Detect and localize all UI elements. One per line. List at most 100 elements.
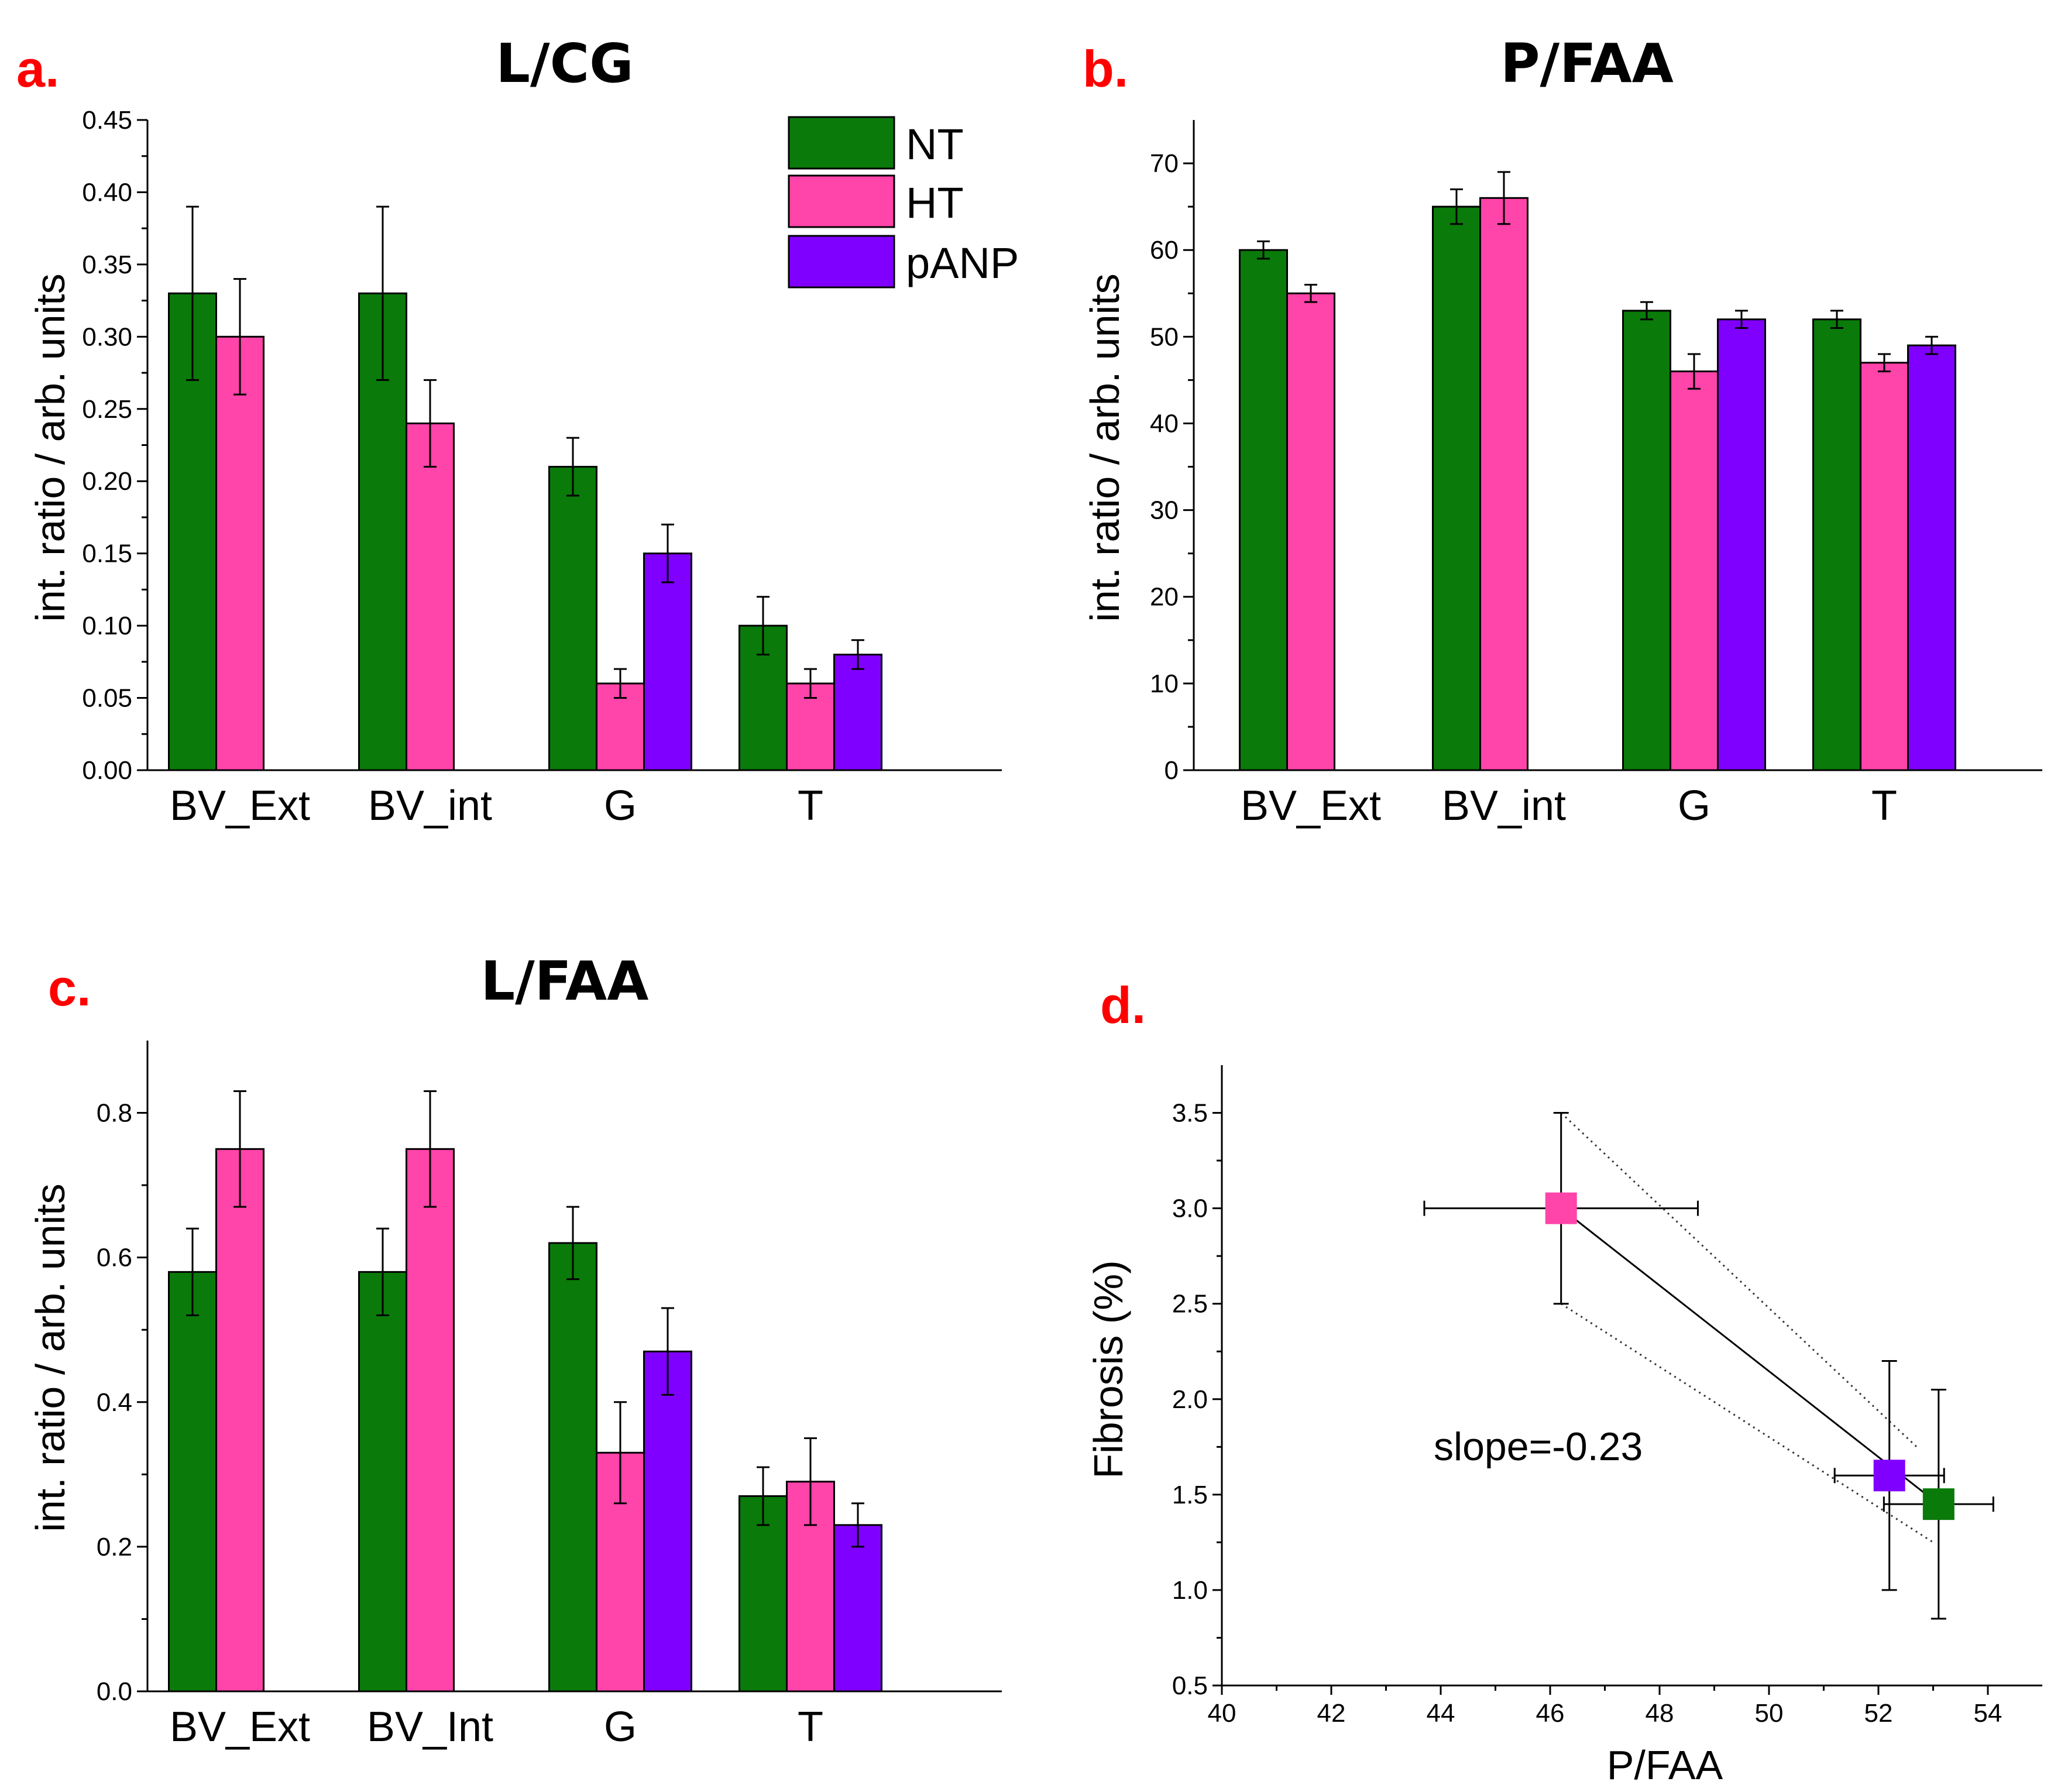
bar-panp (833, 653, 882, 771)
y-tick-label: 0.2 (97, 1533, 132, 1561)
point-nt (1922, 1488, 1954, 1520)
legend-label-ht: HT (906, 178, 964, 227)
y-tick-label: 60 (1150, 236, 1179, 265)
y-tick-label: 40 (1150, 409, 1179, 438)
y-tick-label: 3.5 (1172, 1099, 1208, 1128)
category-label: T (798, 1704, 823, 1750)
bar-ht (406, 422, 455, 771)
panel-d-slope-annotation: slope=-0.23 (1434, 1424, 1643, 1469)
category-label: BV_Int (367, 1704, 493, 1750)
bar-ht (215, 1148, 265, 1693)
x-tick-label: 48 (1646, 1699, 1674, 1728)
x-tick-label: 50 (1755, 1699, 1784, 1728)
y-tick-label: 0.4 (97, 1388, 132, 1417)
panel-c-chart: c. L/FAA int. ratio / arb. units 0.0 0.2 0… (28, 950, 1002, 1750)
y-tick-label: 20 (1150, 583, 1179, 612)
panel-b-title: P/FAA (1500, 32, 1674, 95)
bar-panp (833, 1524, 882, 1693)
category-label: T (1871, 782, 1897, 829)
bar-nt (1622, 310, 1671, 771)
category-label: BV_int (1442, 782, 1566, 829)
bar-ht (1286, 292, 1335, 771)
y-tick-label: 0.15 (82, 540, 132, 568)
panel-a-chart: a. L/CG int. ratio / arb. units 0.00 0.05… (16, 32, 1019, 829)
panel-d-xlabel: P/FAA (1607, 1742, 1723, 1788)
bar-panp (643, 1350, 692, 1693)
category-label: BV_int (368, 782, 492, 829)
bar-nt (548, 1242, 597, 1693)
panel-c-letter: c. (48, 959, 91, 1017)
x-tick-label: 44 (1427, 1699, 1455, 1728)
x-tick-label: 54 (1974, 1699, 2002, 1728)
panel-a-letter: a. (16, 40, 59, 98)
bar-panp (1907, 344, 1956, 771)
bar-ht (1479, 197, 1528, 771)
y-tick-label: 0.00 (82, 756, 132, 785)
y-tick-label: 0.0 (97, 1677, 132, 1706)
bar-ht (1860, 362, 1909, 771)
category-label: BV_Ext (170, 1704, 310, 1750)
x-tick-label: 40 (1208, 1699, 1236, 1728)
y-tick-label: 0.5 (1172, 1671, 1208, 1700)
legend-swatch-panp (788, 235, 895, 289)
bar-ht (1670, 370, 1719, 771)
panel-a-title: L/CG (496, 32, 633, 95)
bar-nt (1812, 318, 1861, 771)
bar-panp (1717, 318, 1766, 771)
panel-a-ylabel: int. ratio / arb. units (28, 273, 73, 622)
legend-label-panp: pANP (906, 239, 1019, 287)
category-label: G (1678, 782, 1710, 829)
x-tick-label: 46 (1536, 1699, 1565, 1728)
y-tick-label: 2.0 (1172, 1385, 1208, 1414)
panel-c-title: L/FAA (481, 950, 649, 1012)
y-tick-label: 0.40 (82, 178, 132, 207)
bar-nt (1432, 205, 1481, 771)
category-label: G (604, 1704, 637, 1750)
y-tick-label: 0.45 (82, 106, 132, 135)
point-ht (1545, 1192, 1577, 1224)
legend-label-nt: NT (906, 120, 964, 169)
panel-c-ylabel: int. ratio / arb. units (28, 1183, 73, 1532)
panel-d-chart: d. Fibrosis (%) P/FAA slope=-0.23 0.5 1.0… (1086, 976, 2042, 1788)
bar-nt (358, 1271, 407, 1693)
panel-d-letter: d. (1100, 976, 1146, 1034)
category-label: T (798, 782, 823, 829)
y-tick-label: 70 (1150, 149, 1179, 178)
legend-swatch-ht (788, 174, 895, 228)
panel-b-letter: b. (1083, 40, 1128, 98)
x-tick-label: 52 (1864, 1699, 1893, 1728)
y-tick-label: 10 (1150, 670, 1179, 698)
legend: NT HT pANP (788, 116, 1019, 289)
y-tick-label: 1.5 (1172, 1481, 1208, 1509)
legend-swatch-nt (788, 116, 895, 170)
y-tick-label: 0.30 (82, 322, 132, 351)
confidence-band-lower (1560, 1303, 1934, 1543)
y-tick-label: 0.8 (97, 1099, 132, 1128)
y-tick-label: 0 (1165, 756, 1179, 785)
bar-nt (168, 1271, 217, 1693)
y-tick-label: 1.0 (1172, 1576, 1208, 1605)
y-tick-label: 2.5 (1172, 1290, 1208, 1319)
y-tick-label: 50 (1150, 322, 1179, 351)
y-tick-label: 3.0 (1172, 1194, 1208, 1223)
bar-ht (406, 1148, 455, 1693)
fit-line (1560, 1207, 1939, 1505)
y-tick-label: 0.20 (82, 467, 132, 496)
bar-nt (1239, 249, 1288, 771)
y-tick-label: 0.6 (97, 1244, 132, 1272)
category-label: BV_Ext (1241, 782, 1381, 829)
bar-panp (643, 552, 692, 771)
x-tick-label: 42 (1317, 1699, 1346, 1728)
y-tick-label: 30 (1150, 496, 1179, 525)
y-tick-label: 0.10 (82, 612, 132, 640)
point-panp (1873, 1460, 1905, 1492)
panel-d-ylabel: Fibrosis (%) (1086, 1260, 1131, 1478)
panel-b-chart: b. P/FAA int. ratio / arb. units 0 10 20 30… (1082, 32, 2042, 829)
panel-b-ylabel: int. ratio / arb. units (1082, 273, 1128, 622)
y-tick-label: 0.05 (82, 684, 132, 713)
category-label: G (604, 782, 637, 829)
category-label: BV_Ext (170, 782, 310, 829)
bar-nt (548, 466, 597, 771)
confidence-band-upper (1560, 1112, 1918, 1448)
